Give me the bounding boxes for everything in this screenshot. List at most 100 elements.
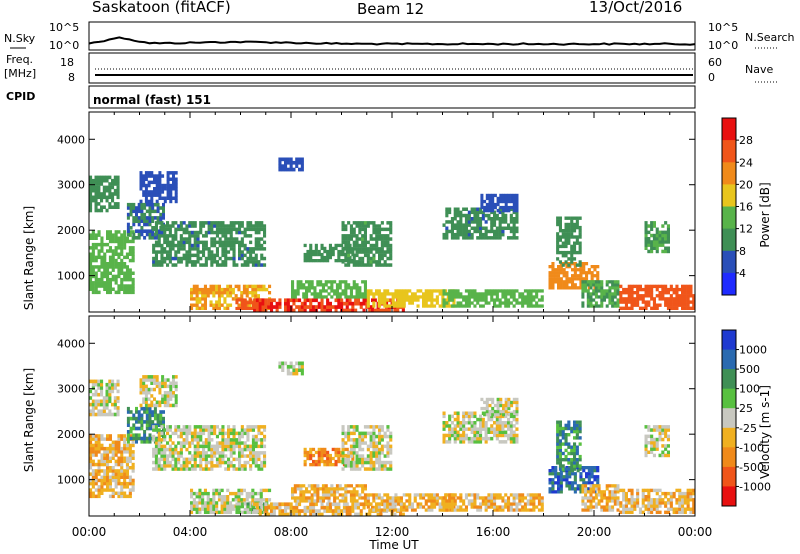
heatmap-cell [377,298,381,302]
heatmap-cell [207,224,211,228]
heatmap-cell [258,301,262,306]
heatmap-cell [292,167,296,172]
heatmap-cell [467,223,471,227]
heatmap-cell [97,459,101,464]
heatmap-cell [366,444,370,449]
heatmap-cell [504,304,508,308]
heatmap-cell [292,509,296,513]
heatmap-cell [473,292,477,296]
heatmap-cell [111,178,115,183]
heatmap-cell [559,283,563,287]
heatmap-cell [204,425,208,429]
heatmap-cell [91,236,95,240]
heatmap-cell [158,384,162,389]
heatmap-cell [326,505,330,510]
heatmap-cell [254,451,258,455]
heatmap-cell [509,502,513,506]
heatmap-cell [363,230,367,235]
heatmap-cell [143,202,147,207]
heatmap-cell [399,289,403,293]
heatmap-cell [397,502,401,506]
heatmap-cell [243,230,247,235]
heatmap-cell [433,496,437,500]
heatmap-cell [199,460,203,465]
heatmap-cell [153,416,157,421]
heatmap-cell [328,453,332,458]
heatmap-cell [452,301,456,305]
heatmap-cell [302,286,306,290]
heatmap-cell [479,414,483,419]
heatmap-cell [470,236,474,240]
heatmap-cell [160,260,164,264]
heatmap-cell [108,265,112,269]
heatmap-cell [174,180,178,185]
heatmap-cell [263,240,267,245]
heatmap-cell [94,208,98,213]
heatmap-cell [169,187,173,191]
heatmap-cell [298,305,302,309]
heatmap-cell [445,210,449,215]
heatmap-cell [348,509,352,513]
heatmap-cell [515,502,519,506]
heatmap-cell [356,512,360,517]
heatmap-cell [388,304,392,308]
heatmap-cell [257,438,261,442]
heatmap-cell [341,227,345,232]
heatmap-cell [188,243,192,248]
heatmap-cell [229,247,233,251]
heatmap-cell [490,417,494,422]
heatmap-cell [166,391,170,395]
heatmap-cell [361,438,365,442]
heatmap-cell [113,175,117,180]
heatmap-cell [493,236,497,240]
heatmap-cell [345,298,349,303]
heatmap-cell [298,160,302,165]
heatmap-cell [442,236,446,240]
heatmap-cell [337,502,341,507]
heatmap-cell [456,295,460,299]
heatmap-cell [299,484,303,488]
heatmap-cell [299,496,303,500]
heatmap-cell [192,303,196,307]
heatmap-cell [324,289,328,293]
heatmap-cell [383,253,387,258]
heatmap-cell [361,237,365,241]
heatmap-cell [448,414,452,419]
heatmap-cell [131,443,135,448]
heatmap-cell [380,295,384,299]
heatmap-cell [113,205,117,209]
heatmap-cell [462,508,466,512]
heatmap-cell [464,493,468,497]
heatmap-cell [123,494,127,499]
heatmap-cell [193,460,197,465]
heatmap-cell [333,490,337,494]
heatmap-cell [111,277,115,282]
heatmap-cell [281,167,285,172]
heatmap-cell [106,481,110,486]
heatmap-cell [97,402,101,407]
heatmap-cell [456,433,460,438]
heatmap-cell [123,265,127,269]
heatmap-cell [575,225,579,230]
heatmap-cell [570,235,574,239]
heatmap-cell [166,403,170,408]
heatmap-cell [567,257,571,261]
heatmap-cell [100,443,104,448]
heatmap-cell [689,291,693,295]
heatmap-cell [551,283,555,287]
heatmap-cell [570,225,574,230]
heatmap-cell [313,499,317,503]
heatmap-cell [260,451,264,455]
heatmap-cell [152,250,156,254]
heatmap-cell [217,303,221,307]
heatmap-cell [397,508,401,512]
heatmap-cell [413,493,417,497]
heatmap-cell [354,301,358,306]
heatmap-cell [116,202,120,206]
heatmap-cell [94,192,98,196]
heatmap-cell [484,505,488,509]
heatmap-cell [154,451,158,455]
heatmap-cell [453,304,457,308]
heatmap-cell [309,259,313,263]
heatmap-cell [438,496,442,500]
